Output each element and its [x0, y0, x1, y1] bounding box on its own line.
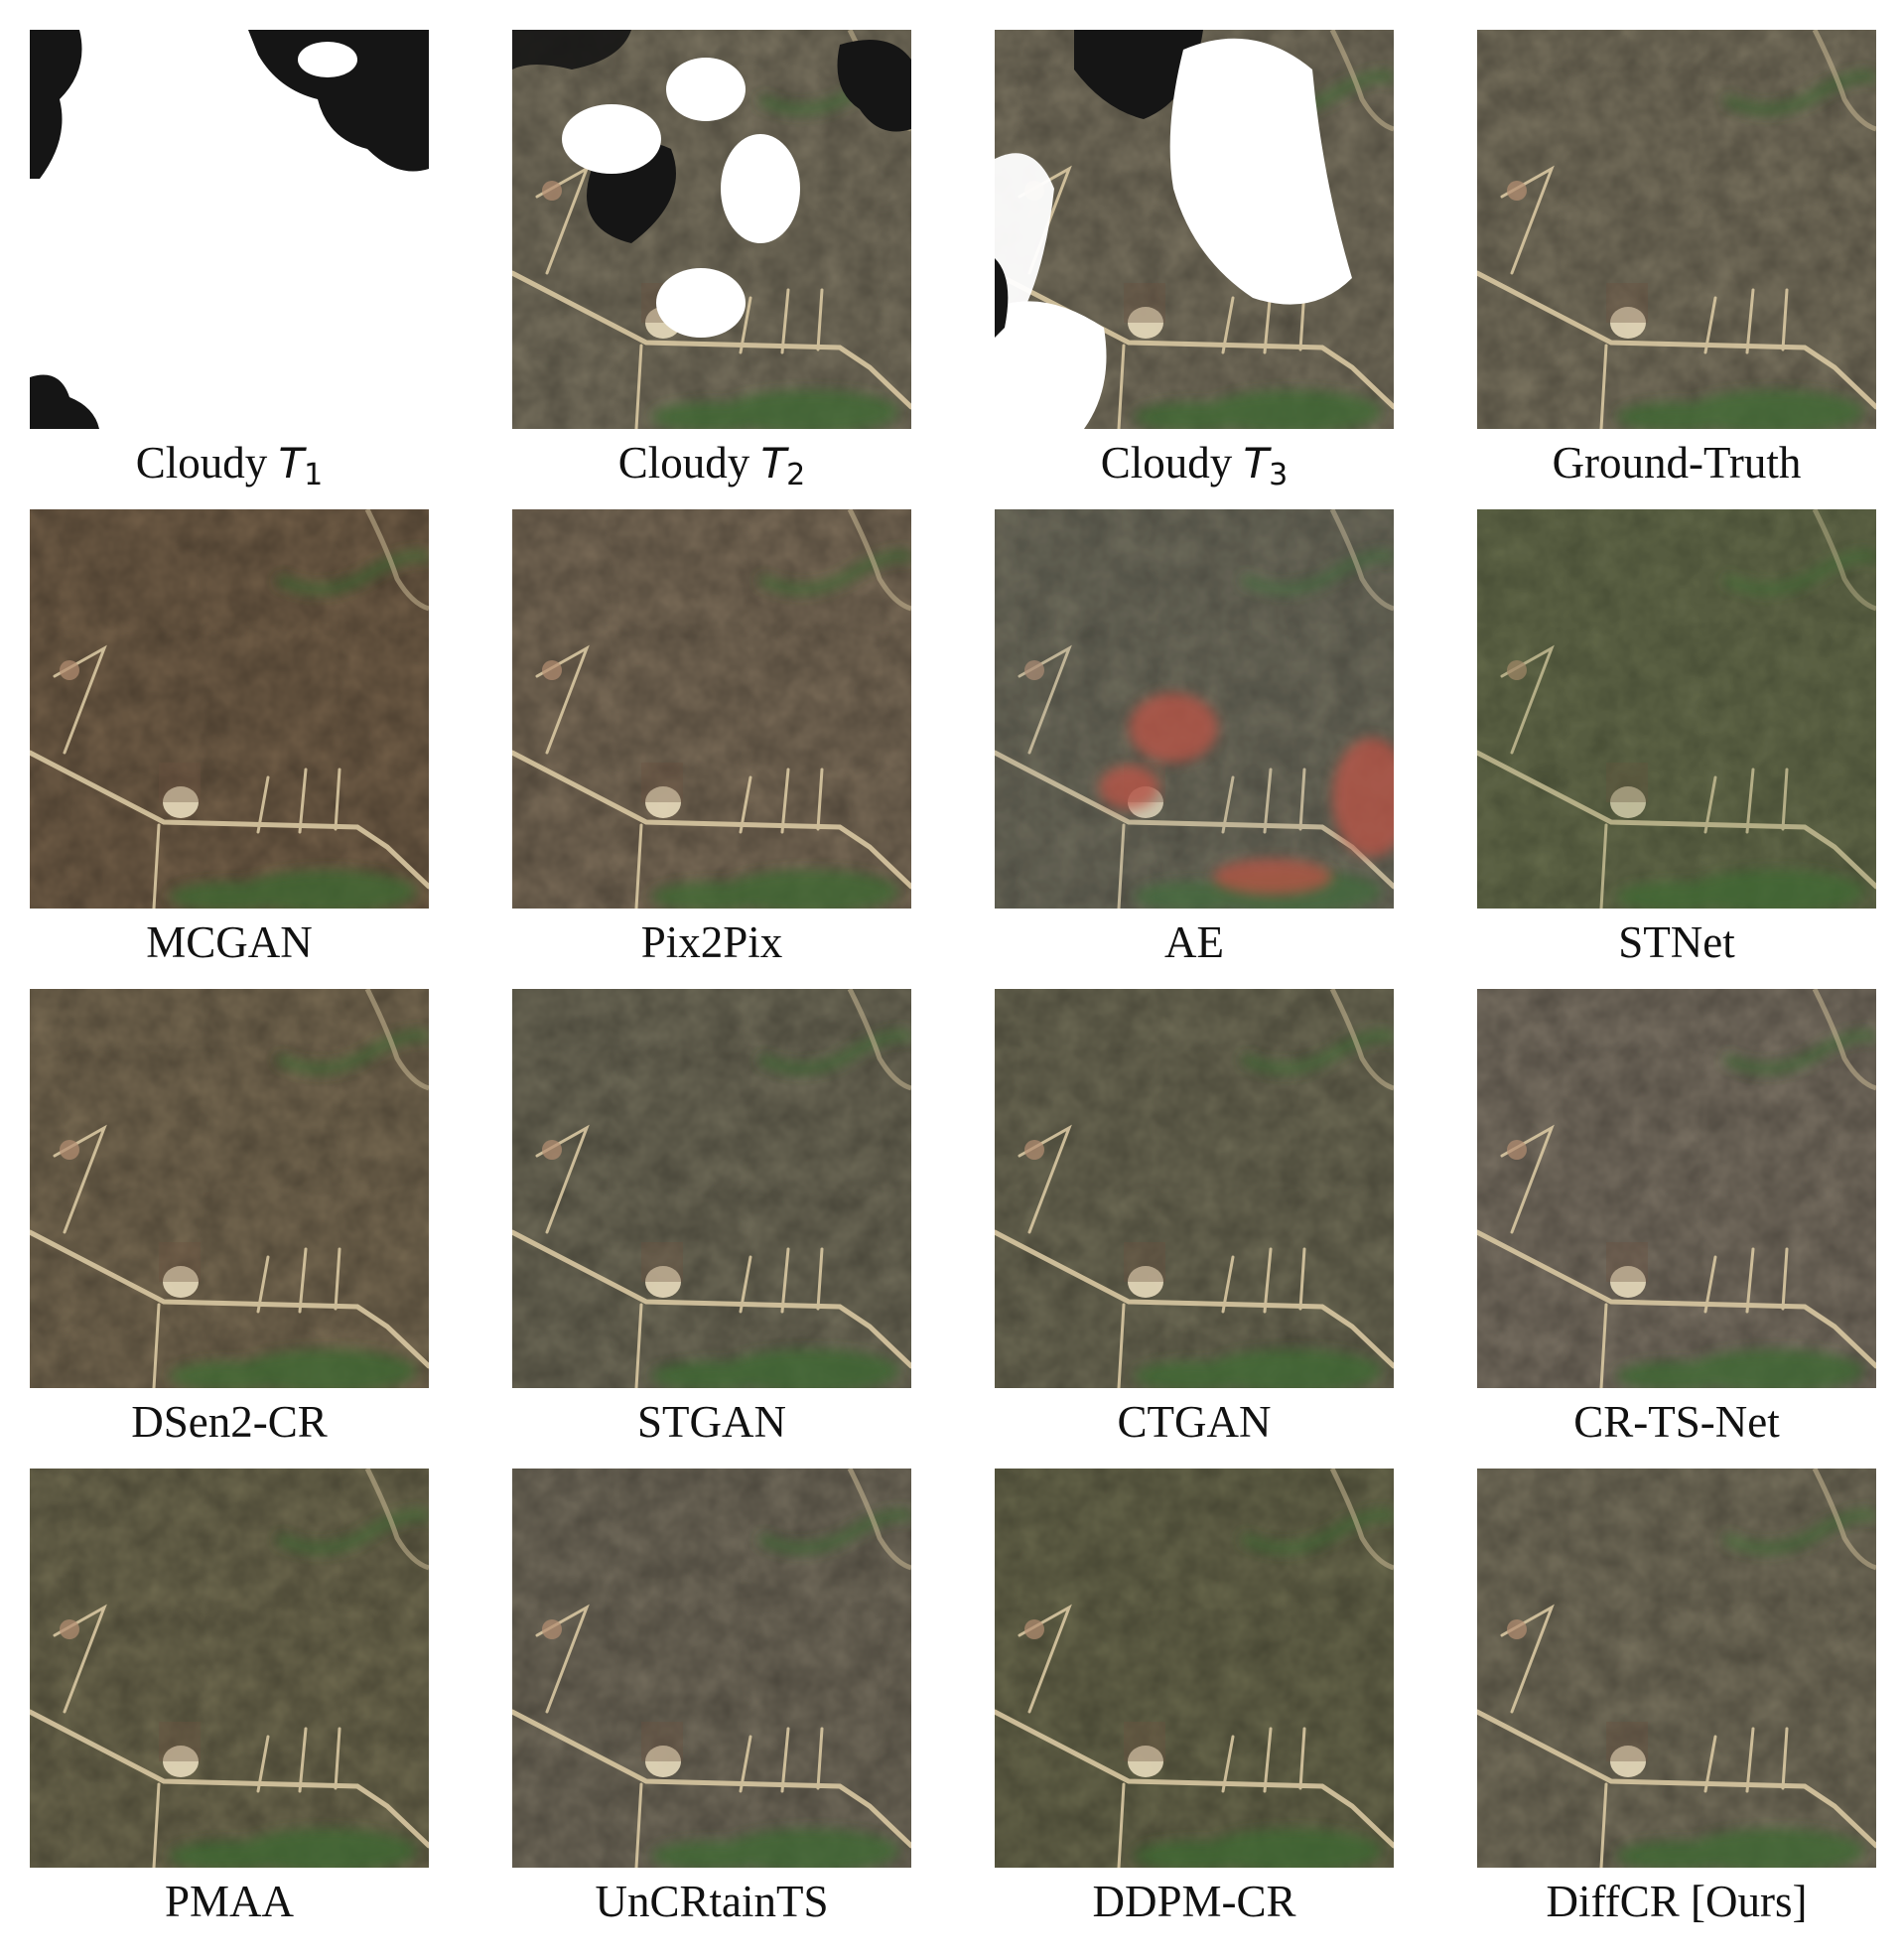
caption-cloudy1: Cloudy T1 — [135, 438, 324, 492]
image-panel-dsen2cr — [30, 989, 429, 1388]
image-panel-cloudy1 — [30, 30, 429, 429]
image-panel-mcgan — [30, 509, 429, 909]
caption-ddpmcr: DDPM-CR — [1092, 1877, 1296, 1926]
caption-cloudy2: Cloudy T2 — [617, 438, 806, 492]
image-panel-pix2pix — [512, 509, 911, 909]
caption-diffcr: DiffCR [Ours] — [1546, 1877, 1808, 1926]
caption-pix2pix: Pix2Pix — [640, 917, 783, 967]
caption-dsen2cr: DSen2-CR — [131, 1397, 328, 1447]
image-panel-stnet — [1477, 509, 1876, 909]
caption-stgan: STGAN — [636, 1397, 786, 1447]
image-panel-ae — [995, 509, 1394, 909]
image-panel-ddpmcr — [995, 1469, 1394, 1868]
image-panel-gt — [1477, 30, 1876, 429]
image-panel-pmaa — [30, 1469, 429, 1868]
caption-cloudy3: Cloudy T3 — [1100, 438, 1289, 492]
image-panel-ctgan — [995, 989, 1394, 1388]
caption-mcgan: MCGAN — [146, 917, 313, 967]
image-panel-cloudy2 — [512, 30, 911, 429]
image-panel-diffcr — [1477, 1469, 1876, 1868]
image-panel-crtsnet — [1477, 989, 1876, 1388]
image-panel-cloudy3 — [995, 30, 1394, 429]
caption-ctgan: CTGAN — [1117, 1397, 1272, 1447]
caption-gt: Ground-Truth — [1552, 438, 1802, 488]
caption-uncrtaints: UnCRtainTS — [595, 1877, 829, 1926]
caption-stnet: STNet — [1618, 917, 1735, 967]
image-panel-stgan — [512, 989, 911, 1388]
caption-ae: AE — [1164, 917, 1224, 967]
image-panel-uncrtaints — [512, 1469, 911, 1868]
caption-crtsnet: CR-TS-Net — [1573, 1397, 1780, 1447]
caption-pmaa: PMAA — [164, 1877, 295, 1926]
